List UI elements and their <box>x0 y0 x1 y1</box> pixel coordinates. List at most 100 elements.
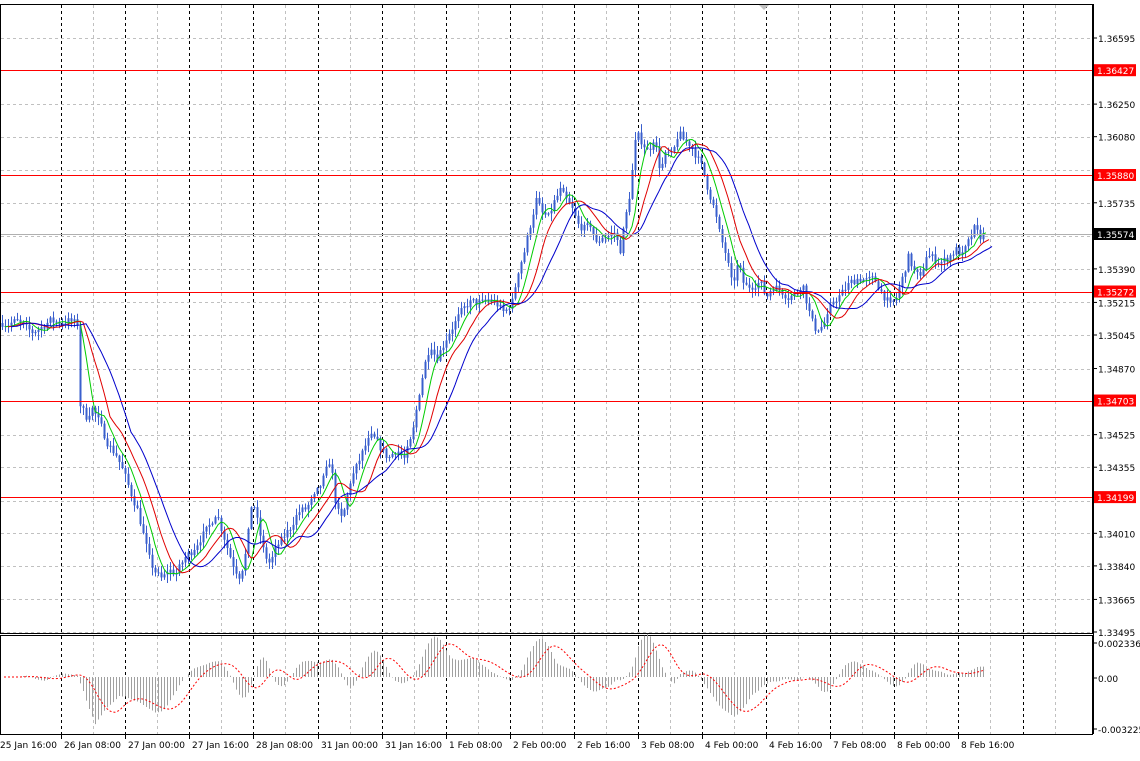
candle-body <box>298 512 301 516</box>
candle-body <box>838 295 841 302</box>
candle-body <box>325 466 328 476</box>
candle-body <box>502 304 505 311</box>
candle-body <box>862 279 865 282</box>
candle-body <box>634 139 637 171</box>
level-price-tag <box>1094 64 1136 77</box>
candle-body <box>571 203 574 208</box>
main-pane-frame <box>0 4 1093 634</box>
candle-body <box>529 227 532 236</box>
candle-body <box>763 281 766 294</box>
candle-body <box>64 323 67 325</box>
oscillator-pane-frame <box>0 635 1093 735</box>
candle-body <box>622 228 625 254</box>
candle-body <box>607 236 610 238</box>
time-tick-label: 2 Feb 16:00 <box>577 741 631 751</box>
time-tick-label: 1 Feb 08:00 <box>449 741 503 751</box>
candle-body <box>904 271 907 277</box>
candle-body <box>880 289 883 292</box>
candle-body <box>193 549 196 556</box>
candle-body <box>259 517 262 536</box>
candle-body <box>946 257 949 262</box>
candle-body <box>691 145 694 149</box>
candle-body <box>82 406 85 408</box>
candle-body <box>805 285 808 304</box>
candle-body <box>91 407 94 416</box>
candle-body <box>709 189 712 200</box>
candle-body <box>583 225 586 231</box>
moving-average-fast-line <box>4 138 987 575</box>
candle-body <box>739 265 742 268</box>
candle-body <box>232 557 235 568</box>
candle-body <box>229 547 232 558</box>
candle-body <box>817 330 820 332</box>
candle-body <box>562 187 565 192</box>
candle-body <box>295 515 298 525</box>
candle-body <box>373 433 376 437</box>
candle-body <box>658 146 661 169</box>
candle-body <box>604 237 607 239</box>
candle-body <box>382 448 385 451</box>
candle-body <box>619 239 622 254</box>
candle-body <box>847 283 850 290</box>
candle-body <box>487 299 490 301</box>
candle-body <box>553 200 556 211</box>
candle-body <box>886 297 889 301</box>
candle-body <box>643 144 646 148</box>
candle-body <box>163 574 166 578</box>
candle-body <box>823 323 826 327</box>
candle-body <box>421 377 424 396</box>
level-price-tag <box>1094 394 1136 407</box>
candle-body <box>466 306 469 308</box>
candle-body <box>370 433 373 438</box>
price-tick-label: 1.36080 <box>1098 134 1135 144</box>
candle-body <box>541 203 544 213</box>
level-price-label: 1.34703 <box>1097 398 1134 408</box>
candle-body <box>397 451 400 454</box>
candle-body <box>952 254 955 256</box>
candle-body <box>919 271 922 276</box>
candle-body <box>508 308 511 310</box>
candle-body <box>970 236 973 240</box>
candle-body <box>385 448 388 459</box>
candle-body <box>922 269 925 276</box>
candle-body <box>574 207 577 216</box>
candle-body <box>97 413 100 418</box>
candle-body <box>238 573 241 579</box>
moving-average-medium-line <box>7 143 990 574</box>
candle-body <box>460 308 463 315</box>
candle-body <box>289 529 292 531</box>
candle-body <box>253 507 256 509</box>
current-price-tag <box>1094 228 1136 240</box>
candle-body <box>469 300 472 308</box>
level-price-tag <box>1094 491 1136 504</box>
candle-body <box>499 304 502 307</box>
price-tick-label: 1.36250 <box>1098 101 1135 111</box>
candle-body <box>559 187 562 196</box>
candle-body <box>712 199 715 206</box>
candle-body <box>637 132 640 140</box>
candle-body <box>283 536 286 538</box>
shift-marker-icon[interactable] <box>759 5 769 10</box>
candle-body <box>664 152 667 164</box>
price-tick-label: 1.34525 <box>1098 432 1135 442</box>
candle-body <box>292 524 295 530</box>
candle-body <box>673 146 676 152</box>
candle-body <box>889 297 892 302</box>
candle-body <box>190 552 193 556</box>
candle-body <box>418 395 421 410</box>
candle-body <box>268 558 271 563</box>
candle-body <box>700 156 703 163</box>
candle-body <box>265 547 268 559</box>
candle-body <box>178 564 181 574</box>
time-tick-label: 27 Jan 16:00 <box>192 741 249 751</box>
candle-body <box>205 526 208 532</box>
candle-body <box>442 347 445 351</box>
candle-body <box>484 299 487 301</box>
candle-body <box>625 212 628 229</box>
candle-body <box>478 300 481 305</box>
candle-body <box>154 567 157 573</box>
candle-body <box>973 225 976 237</box>
candle-body <box>505 309 508 311</box>
